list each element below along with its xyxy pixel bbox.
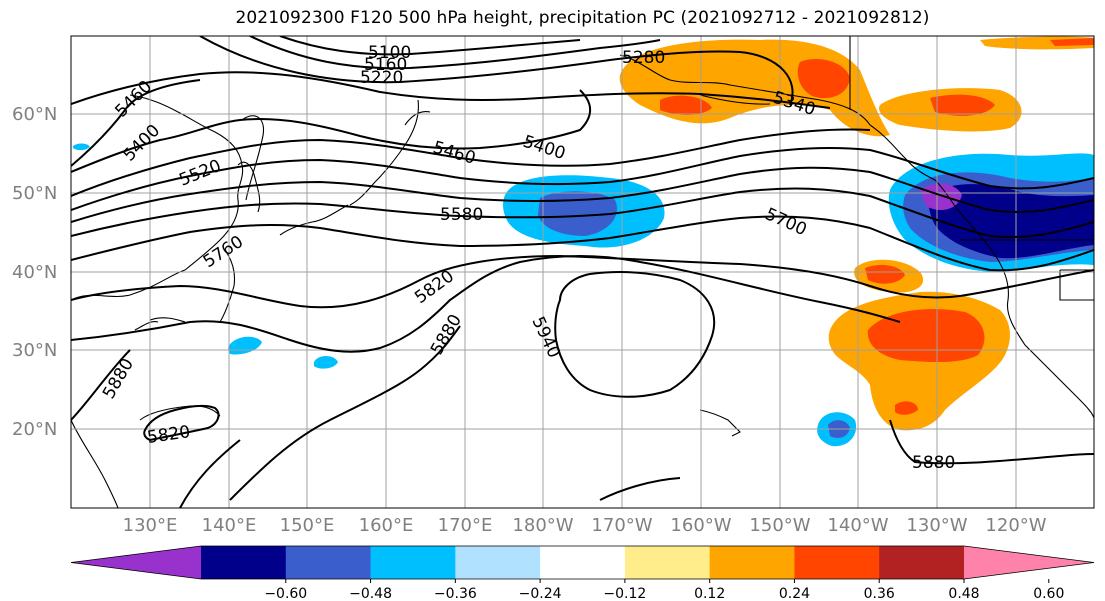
lon-label: 130°W xyxy=(906,515,967,536)
precip-shading xyxy=(73,36,1094,447)
lon-label: 140°W xyxy=(827,515,888,536)
colorbar-outline xyxy=(70,545,1095,580)
colorbar-tick-label: −0.48 xyxy=(349,586,392,601)
contour-label: 5580 xyxy=(440,205,483,225)
colorbar-segment xyxy=(879,546,965,579)
colorbar-segment xyxy=(540,546,626,579)
colorbar-tick-label: −0.12 xyxy=(603,586,646,601)
colorbar-tick-label: −0.36 xyxy=(434,586,477,601)
colorbar-segment xyxy=(370,546,456,579)
lat-label: 50°N xyxy=(12,183,57,204)
contour-label: 5100 xyxy=(368,43,411,63)
lon-label: 180°W xyxy=(512,515,573,536)
lat-label: 40°N xyxy=(12,262,57,283)
contour-label: 5160 xyxy=(364,55,407,75)
colorbar-tick-label: 0.12 xyxy=(694,586,725,601)
colorbar-segment xyxy=(201,546,287,579)
lon-label: 150°E xyxy=(280,515,335,536)
map-title: 2021092300 F120 500 hPa height, precipit… xyxy=(235,8,930,28)
lon-label: 130°E xyxy=(123,515,178,536)
lon-label: 150°W xyxy=(749,515,810,536)
longitude-labels: 130°E 140°E 150°E 160°E 170°E 180°W 170°… xyxy=(123,515,1047,536)
colorbar-tick-label: −0.60 xyxy=(264,586,307,601)
lat-label: 30°N xyxy=(12,340,57,361)
lat-label: 60°N xyxy=(12,104,57,125)
contour-label: 5880 xyxy=(912,453,955,473)
colorbar-extend-low xyxy=(71,546,201,579)
colorbar-extend-high xyxy=(964,546,1094,579)
graticule xyxy=(71,36,1094,508)
contour-label: 5220 xyxy=(360,68,403,88)
latitude-labels: 60°N 50°N 40°N 30°N 20°N xyxy=(12,104,57,440)
colorbar-segment xyxy=(709,546,795,579)
colorbar-tick-label: −0.24 xyxy=(519,586,562,601)
height-contours xyxy=(71,36,1094,508)
colorbar-tick-label: 0.24 xyxy=(779,586,810,601)
lon-label: 170°E xyxy=(438,515,493,536)
colorbar-segment xyxy=(624,546,711,579)
colorbar: −0.60 −0.48 −0.36 −0.24 −0.12 0.12 0.24 0.36 0.4… xyxy=(70,545,1095,601)
colorbar-tick-label: 0.36 xyxy=(864,586,895,601)
map-panel: 5100 5160 5220 5280 5340 5460 5400 5520 … xyxy=(71,36,1094,508)
coastlines xyxy=(71,36,1094,508)
colorbar-segment xyxy=(794,546,880,579)
colorbar-tick-label: 0.60 xyxy=(1033,586,1064,601)
colorbar-segment xyxy=(455,546,541,579)
map-frame xyxy=(70,35,1095,509)
lat-label: 20°N xyxy=(12,419,57,440)
lon-label: 170°W xyxy=(591,515,652,536)
lon-label: 120°W xyxy=(985,515,1046,536)
lon-label: 140°E xyxy=(202,515,257,536)
colorbar-segment xyxy=(285,546,372,579)
contour-label: 5280 xyxy=(622,48,665,68)
lon-label: 160°W xyxy=(670,515,731,536)
colorbar-tick-label: 0.48 xyxy=(948,586,979,601)
lon-label: 160°E xyxy=(359,515,414,536)
